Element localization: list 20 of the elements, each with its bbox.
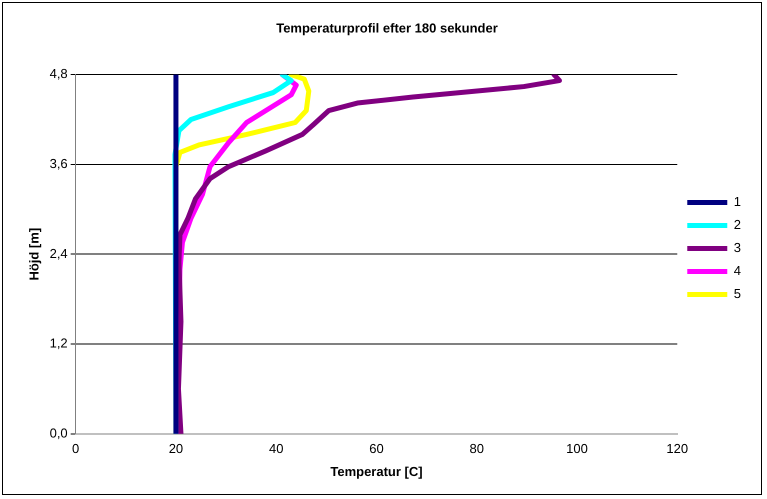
y-tick-label: 3,6: [50, 156, 68, 171]
legend-label: 4: [734, 263, 742, 278]
x-tick-label: 20: [168, 441, 184, 456]
x-tick-label: 0: [72, 441, 80, 456]
x-tick-label: 120: [666, 441, 688, 456]
x-tick-label: 40: [268, 441, 284, 456]
legend-label: 1: [734, 194, 742, 210]
x-tick-label: 80: [470, 441, 484, 456]
y-tick-label: 1,2: [50, 336, 68, 351]
chart-title: Temperaturprofil efter 180 sekunder: [276, 20, 498, 36]
legend-label: 3: [734, 240, 742, 256]
x-tick-label: 60: [369, 441, 384, 456]
legend-label: 2: [734, 217, 742, 232]
y-tick-label: 0,0: [50, 425, 68, 440]
x-tick-label: 100: [566, 441, 588, 456]
y-tick-label: 4,8: [50, 66, 68, 82]
y-axis-title: Höjd [m]: [26, 228, 42, 281]
y-tick-label: 2,4: [50, 246, 68, 261]
x-axis-title: Temperatur [C]: [330, 464, 423, 479]
legend-label: 5: [734, 286, 742, 302]
